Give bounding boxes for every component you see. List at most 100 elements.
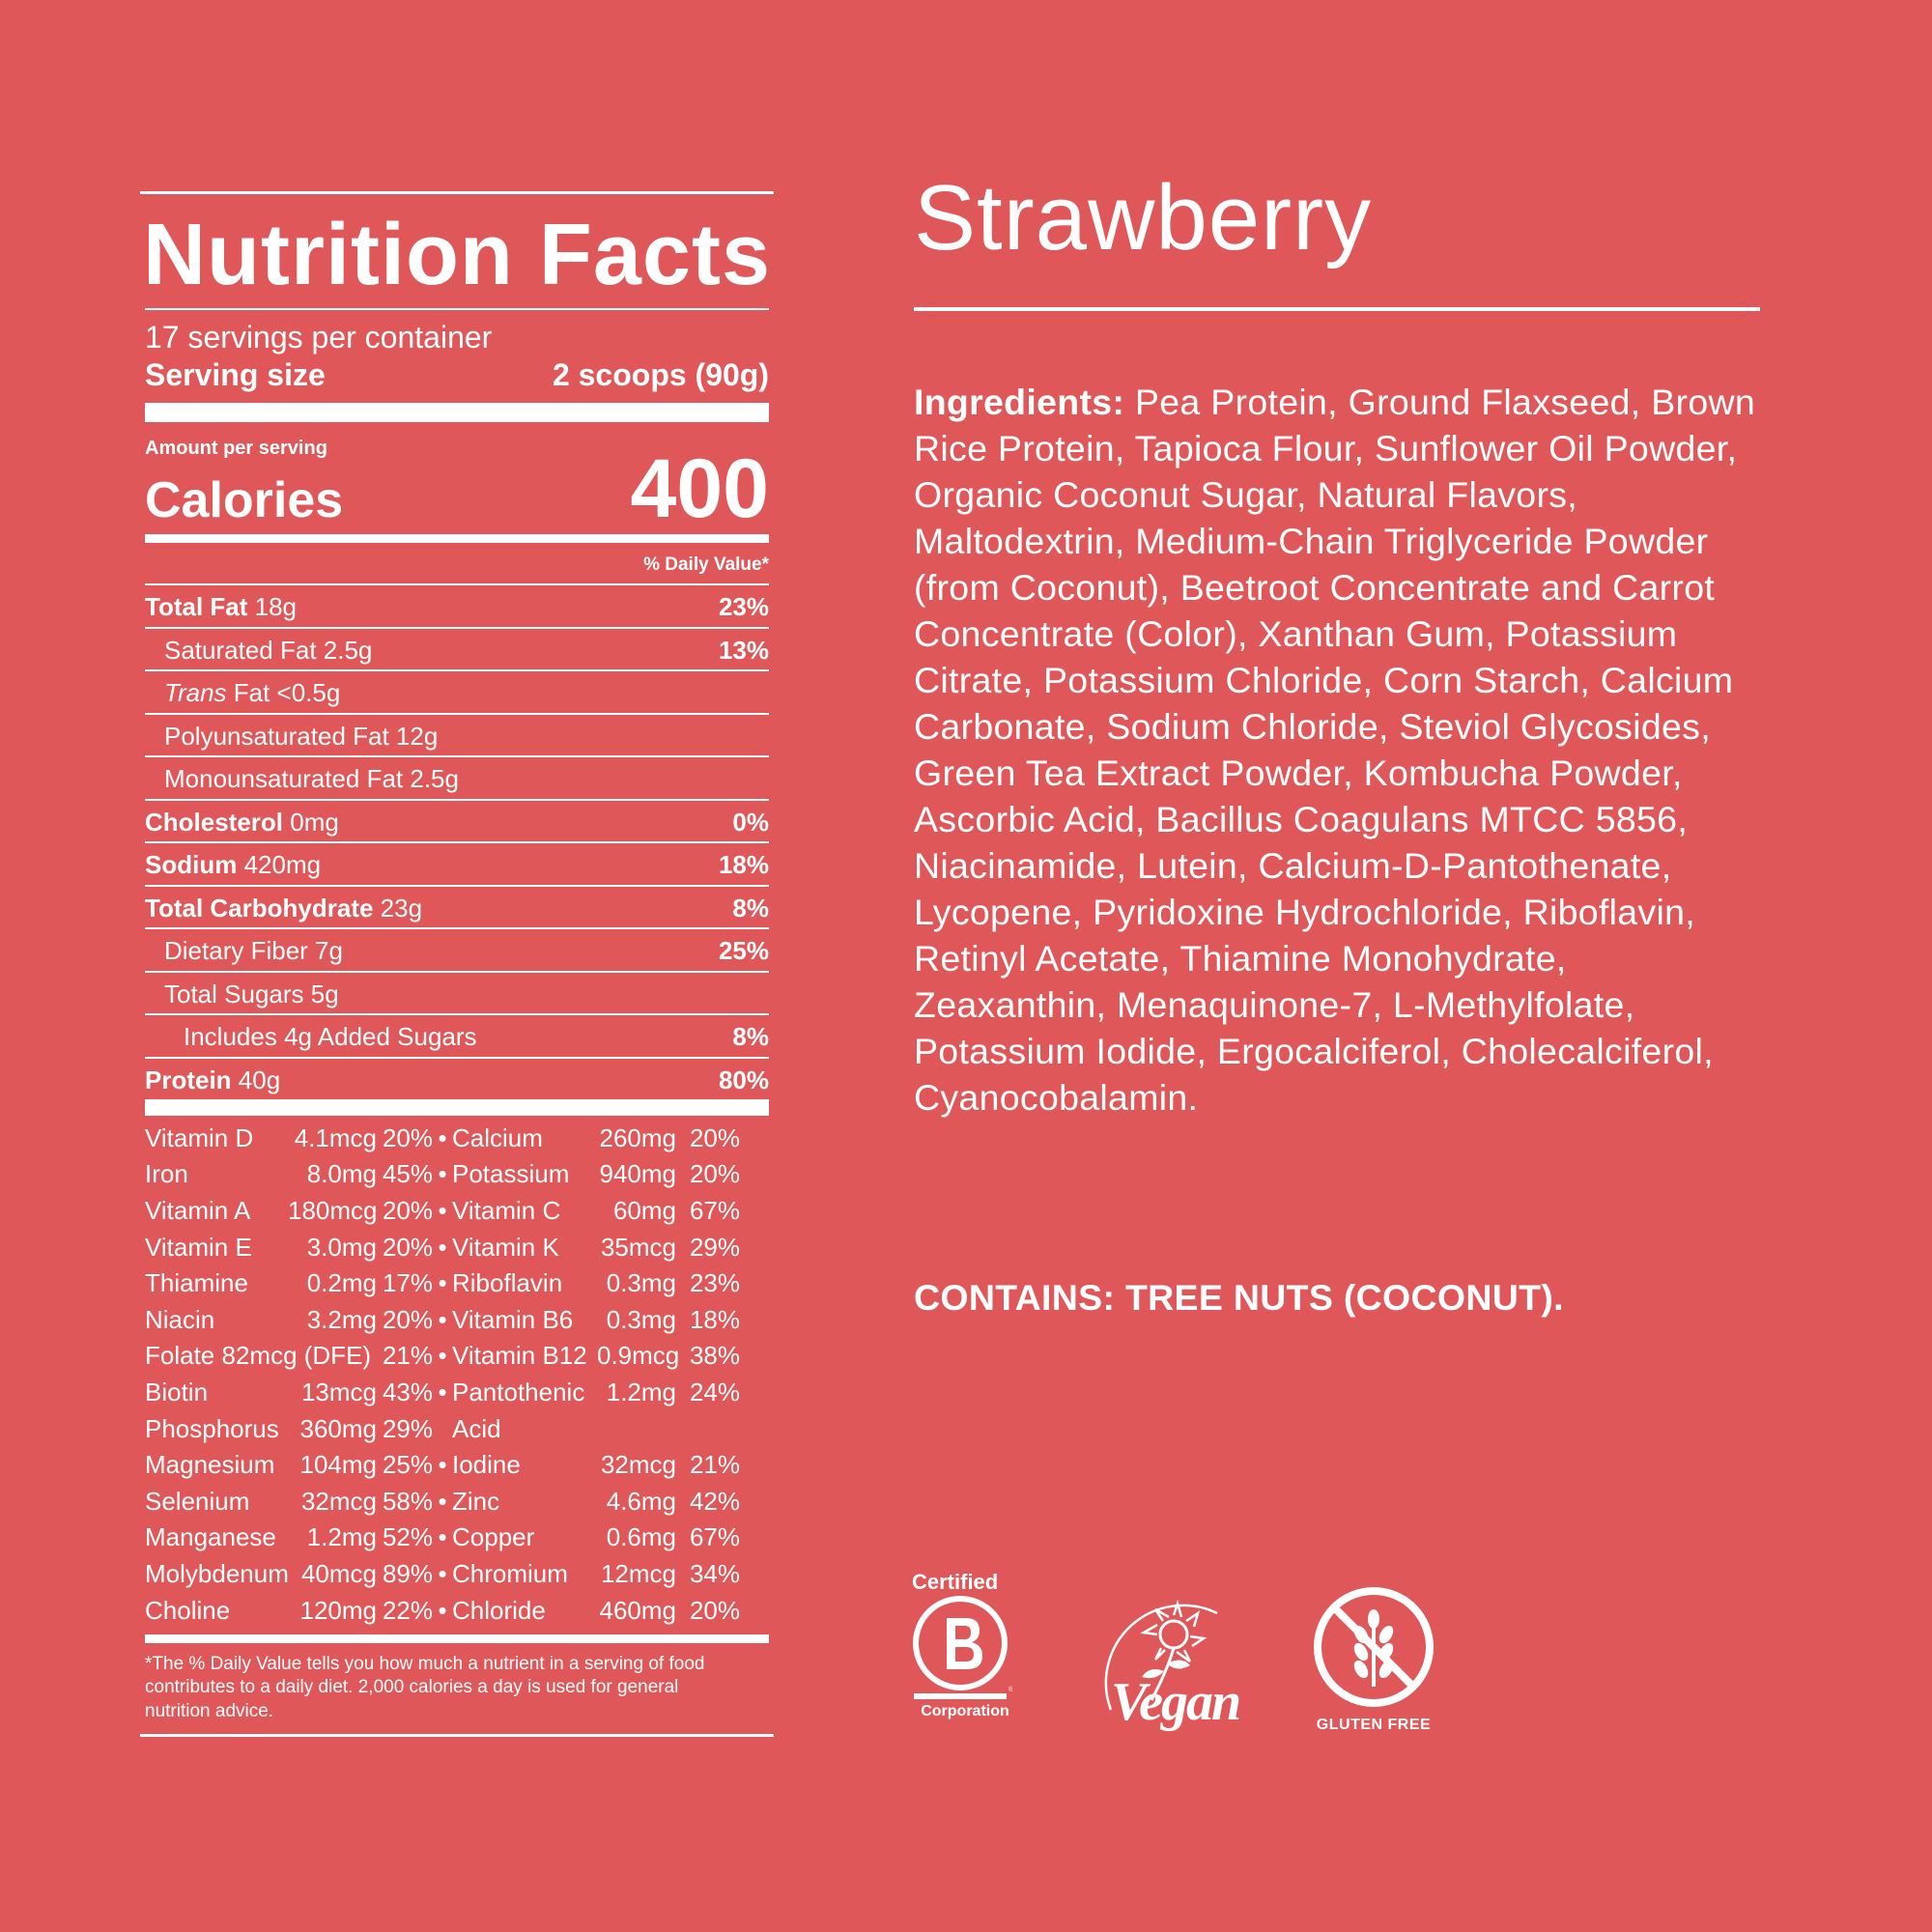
micronutrient-name: Biotin	[145, 1377, 209, 1406]
micronutrient-name: Phosphorus	[145, 1413, 279, 1443]
micronutrient-list: Vitamin D 4.1mcg 20% • Calcium 260mg 20% Iron 8.…	[145, 1120, 769, 1628]
micronutrient-name: Vitamin B6	[452, 1304, 574, 1334]
micronutrient-name: Pantothenic	[452, 1377, 585, 1406]
micronutrient-dv: 29%	[382, 1413, 433, 1443]
micronutrient-name: Vitamin C	[452, 1195, 561, 1225]
ingredients-text: Ingredients: Pea Protein, Ground Flaxsee…	[914, 379, 1764, 1121]
micronutrient-amount: 940mg	[599, 1159, 677, 1189]
nutrient-name: Total Fat 18g	[145, 592, 298, 622]
bullet-separator: •	[438, 1304, 447, 1334]
divider-thick	[145, 402, 769, 422]
micronutrient-dv: 20%	[689, 1159, 740, 1189]
micronutrient-dv: 89%	[382, 1558, 433, 1588]
micronutrient-name: Calcium	[452, 1122, 543, 1152]
micronutrient-name: Manganese	[145, 1522, 276, 1552]
serving-size-row: Serving size 2 scoops (90g)	[145, 357, 769, 393]
micronutrient-name: Vitamin A	[145, 1195, 251, 1225]
micronutrient-amount: 460mg	[599, 1595, 677, 1625]
micronutrient-row: Manganese 1.2mg 52% • Copper 0.6mg 67%	[145, 1520, 769, 1556]
micronutrient-amount: 32mcg	[300, 1486, 377, 1516]
nutrient-name: Includes 4g Added Sugars	[184, 1022, 477, 1052]
micronutrient-dv: 58%	[382, 1486, 433, 1516]
nutrient-list: Total Fat 18g 23% Saturated Fat 2.5g 13%…	[145, 583, 769, 1099]
svg-text:®: ®	[1009, 1686, 1012, 1693]
nutrient-name: Dietary Fiber 7g	[164, 936, 343, 966]
nutrient-dv: 18%	[718, 850, 769, 880]
micronutrient-amount: 35mcg	[600, 1232, 676, 1262]
micronutrient-dv: 67%	[689, 1522, 740, 1552]
micronutrient-row: Thiamine 0.2mg 17% • Riboflavin 0.3mg 23%	[145, 1265, 769, 1302]
micronutrient-amount: 1.2mg	[606, 1377, 676, 1406]
micronutrient-name: Folate 82mcg (DFE)	[145, 1341, 372, 1371]
micronutrient-amount: 0.3mg	[606, 1304, 676, 1334]
nutrient-row-sodium: Sodium 420mg 18%	[145, 841, 769, 885]
micronutrient-row: Magnesium 104mg 25% • Iodine 32mcg 21%	[145, 1447, 769, 1484]
nutrient-name: Cholesterol 0mg	[145, 807, 339, 837]
micronutrient-row: Vitamin E 3.0mg 20% • Vitamin K 35mcg 29%	[145, 1229, 769, 1265]
nutrition-facts-panel: Nutrition Facts 17 servings per containe…	[140, 191, 774, 1737]
nutrient-dv: 23%	[718, 592, 769, 622]
micronutrient-row: Selenium 32mcg 58% • Zinc 4.6mg 42%	[145, 1483, 769, 1520]
micronutrient-name: Niacin	[145, 1304, 215, 1334]
bullet-separator: •	[438, 1522, 447, 1552]
bcorp-certified-label: Certified	[912, 1570, 999, 1594]
bullet-separator: •	[438, 1377, 447, 1406]
bullet-separator: •	[438, 1232, 447, 1262]
micronutrient-amount: 1.2mg	[306, 1522, 377, 1552]
nutrient-name: Polyunsaturated Fat 12g	[164, 721, 439, 751]
bcorp-corporation-label: Corporation	[921, 1703, 1009, 1719]
micronutrient-dv: 25%	[382, 1450, 433, 1480]
micronutrient-name: Vitamin B12	[452, 1341, 587, 1371]
micronutrient-dv: 38%	[689, 1341, 740, 1371]
micronutrient-row: Choline 120mg 22% • Chloride 460mg 20%	[145, 1592, 769, 1629]
micronutrient-dv: 43%	[382, 1377, 433, 1406]
bcorp-badge: Certified ® Corporation	[912, 1570, 1018, 1720]
micronutrient-row: Niacin 3.2mg 20% • Vitamin B6 0.3mg 18%	[145, 1301, 769, 1338]
micronutrient-amount: 180mcg	[288, 1195, 378, 1225]
micronutrient-row: Biotin 13mcg 43% • Pantothenic 1.2mg 24%	[145, 1375, 769, 1411]
micronutrient-name: Molybdenum	[145, 1558, 289, 1588]
nutrient-dv: 8%	[732, 893, 769, 923]
micronutrient-name: Iodine	[452, 1450, 521, 1480]
divider-medium	[145, 1634, 769, 1643]
gluten-free-label: GLUTEN FREE	[1316, 1717, 1432, 1733]
micronutrient-amount: 4.6mg	[606, 1486, 676, 1516]
micronutrient-name: Choline	[145, 1595, 231, 1625]
nutrient-row-added-sugars: Includes 4g Added Sugars 8%	[145, 1013, 769, 1057]
bullet-separator: •	[438, 1341, 447, 1371]
micronutrient-amount: 3.0mg	[306, 1232, 377, 1262]
ingredients-list: Pea Protein, Ground Flaxseed, Brown Rice…	[914, 382, 1756, 1118]
nutrient-dv: 8%	[732, 1022, 769, 1052]
nutrient-row-cholesterol: Cholesterol 0mg 0%	[145, 798, 769, 842]
serving-size-value: 2 scoops (90g)	[552, 356, 769, 392]
flavor-underline	[914, 307, 1760, 311]
micronutrient-amount: 12mcg	[600, 1558, 676, 1588]
micronutrient-dv: 20%	[382, 1232, 433, 1262]
micronutrient-amount: 0.9mcg	[597, 1341, 680, 1371]
nutrition-facts-title: Nutrition Facts	[143, 207, 772, 303]
micronutrient-amount: 104mg	[299, 1450, 378, 1480]
micronutrient-amount: 360mg	[299, 1413, 378, 1443]
micronutrient-dv: 20%	[382, 1195, 433, 1225]
micronutrient-amount: 40mcg	[300, 1558, 377, 1588]
nutrient-dv: 80%	[718, 1065, 769, 1094]
micronutrient-dv: 22%	[382, 1595, 433, 1625]
bullet-separator: •	[438, 1159, 447, 1189]
micronutrient-dv: 21%	[689, 1450, 740, 1480]
calories-value: 400	[630, 441, 770, 535]
nutrient-row-saturated-fat: Saturated Fat 2.5g 13%	[145, 626, 769, 670]
divider-medium	[145, 534, 769, 544]
micronutrient-row: Iron 8.0mg 45% • Potassium 940mg 20%	[145, 1156, 769, 1193]
nutrient-row-trans-fat: Trans Fat <0.5g	[145, 669, 769, 713]
micronutrient-amount: 3.2mg	[306, 1304, 377, 1334]
nutrition-facts-body: 17 servings per container Serving size 2…	[145, 308, 769, 1724]
micronutrient-name: Vitamin K	[452, 1232, 559, 1262]
micronutrient-amount: 60mg	[612, 1195, 676, 1225]
micronutrient-dv: 23%	[689, 1268, 740, 1298]
nutrient-name: Total Sugars 5g	[164, 979, 339, 1009]
micronutrient-dv: 20%	[382, 1304, 433, 1334]
micronutrient-dv: 20%	[689, 1122, 740, 1152]
divider-thick	[145, 1099, 769, 1117]
nutrient-row-monounsaturated-fat: Monounsaturated Fat 2.5g	[145, 755, 769, 799]
micronutrient-amount: 120mg	[299, 1595, 378, 1625]
